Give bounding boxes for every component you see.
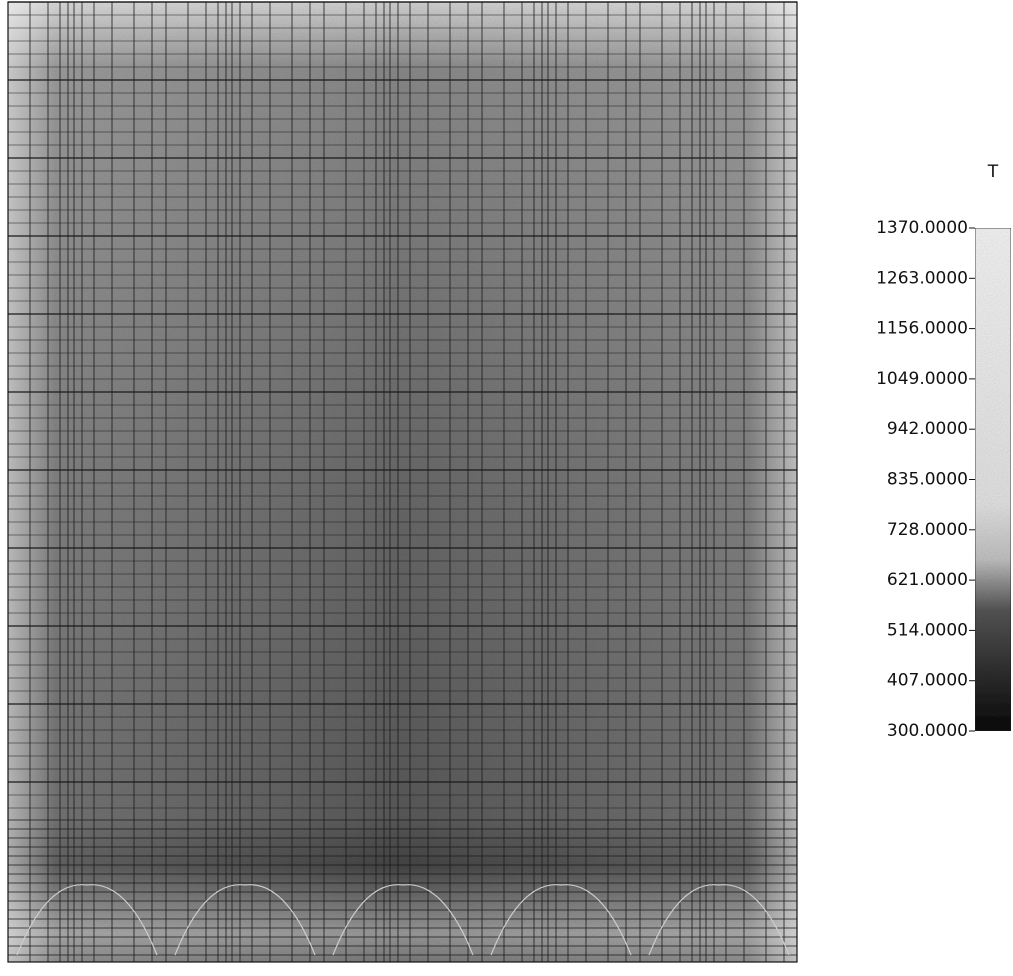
colorbar-label: 1049.0000 xyxy=(876,369,968,389)
edge-shade xyxy=(8,2,797,962)
contour-line xyxy=(332,884,474,956)
mesh xyxy=(7,1,797,962)
contour-line xyxy=(16,884,158,956)
colorbar-title: T xyxy=(987,162,999,182)
colorbar-scale xyxy=(974,227,1012,732)
colorbar-label: 1263.0000 xyxy=(876,268,968,288)
colorbar-label: 835.0000 xyxy=(887,470,968,490)
colorbar-label: 728.0000 xyxy=(887,520,968,540)
colorbar-label: 300.0000 xyxy=(887,721,968,741)
colorbar-label: 1370.0000 xyxy=(876,218,968,238)
colorbar-label: 942.0000 xyxy=(887,419,968,439)
contour-plot xyxy=(7,1,798,963)
plot-border xyxy=(7,1,798,963)
colorbar: T 1370.0000 1263.0000 1156.0000 1049.0000 94… xyxy=(876,162,1012,741)
colorbar-label: 514.0000 xyxy=(887,620,968,640)
contour-line xyxy=(648,884,790,956)
colorbar-label: 621.0000 xyxy=(887,570,968,590)
colorbar-label: 1156.0000 xyxy=(876,319,968,339)
colorbar-label: 407.0000 xyxy=(887,671,968,691)
colorbar-ticks: 1370.0000 1263.0000 1156.0000 1049.0000 942.… xyxy=(876,218,975,741)
contour-line xyxy=(490,884,632,956)
contour-line xyxy=(174,884,316,956)
